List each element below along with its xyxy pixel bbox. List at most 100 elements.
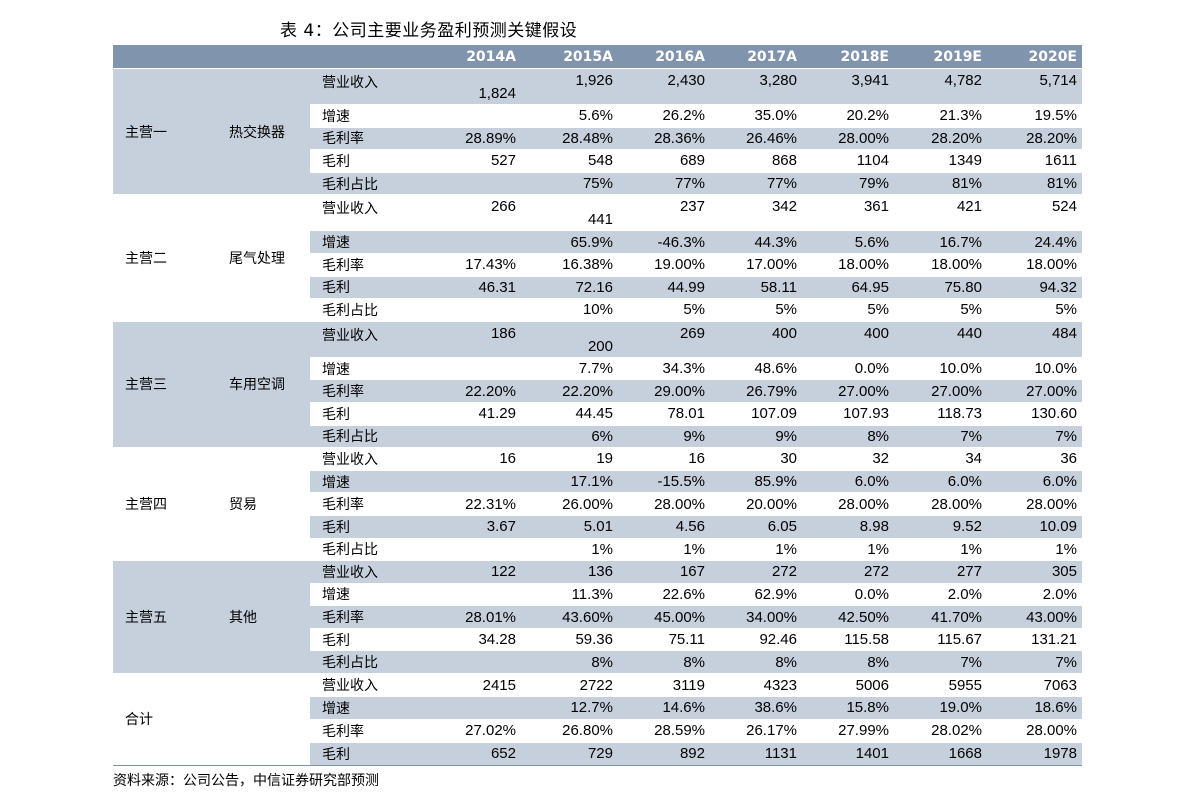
value-cell: 115.67 bbox=[894, 627, 987, 651]
value-cell: 524 bbox=[987, 194, 1082, 231]
value-cell: 266 bbox=[425, 194, 521, 231]
value-cell: 1611 bbox=[987, 149, 1082, 173]
value-cell: 1% bbox=[987, 537, 1082, 561]
value-cell bbox=[425, 650, 521, 674]
value-cell: 5955 bbox=[894, 673, 987, 697]
year-header: 2018E bbox=[802, 44, 894, 69]
value-cell: 1% bbox=[894, 537, 987, 561]
metric-cell: 营业收入 bbox=[310, 194, 425, 231]
value-cell: 20.00% bbox=[710, 492, 802, 516]
metric-cell: 营业收入 bbox=[310, 320, 425, 358]
metric-cell: 毛利率 bbox=[310, 718, 425, 743]
value-cell: 421 bbox=[894, 194, 987, 231]
product-cell: 车用空调 bbox=[218, 320, 310, 448]
value-cell: 28.00% bbox=[894, 492, 987, 516]
metric-cell: 毛利 bbox=[310, 275, 425, 299]
value-cell: 6.0% bbox=[802, 469, 894, 493]
value-cell: 136 bbox=[521, 560, 618, 584]
value-cell: 28.00% bbox=[618, 492, 710, 516]
value-cell: 652 bbox=[425, 741, 521, 766]
value-cell bbox=[425, 230, 521, 254]
metric-cell: 毛利 bbox=[310, 401, 425, 426]
value-cell: 115.58 bbox=[802, 627, 894, 651]
value-cell: 27.00% bbox=[987, 379, 1082, 403]
value-cell: 11.3% bbox=[521, 582, 618, 606]
header-row: 2014A 2015A 2016A 2017A 2018E 2019E 2020E bbox=[113, 44, 1082, 69]
header-blank bbox=[218, 44, 310, 69]
metric-cell: 毛利 bbox=[310, 627, 425, 651]
value-cell: 9% bbox=[710, 424, 802, 448]
value-cell: 77% bbox=[710, 171, 802, 195]
value-cell bbox=[425, 104, 521, 128]
value-cell: 186 bbox=[425, 320, 521, 358]
data-row: 毛利率 27.02% 26.80% 28.59% 26.17% 27.99% 28.02% 2… bbox=[113, 718, 1082, 743]
data-row: 增速 12.7% 14.6% 38.6% 15.8% 19.0% 18.6% bbox=[113, 695, 1082, 720]
value-cell: 34.00% bbox=[710, 605, 802, 629]
value-cell: 18.00% bbox=[894, 252, 987, 277]
year-header: 2016A bbox=[618, 44, 710, 69]
data-row: 毛利 527 548 689 868 1104 1349 1611 bbox=[113, 149, 1082, 173]
value-cell: 200 bbox=[521, 320, 618, 358]
value-cell: 484 bbox=[987, 320, 1082, 358]
value-cell: 1668 bbox=[894, 741, 987, 766]
value-cell: 15.8% bbox=[802, 695, 894, 720]
value-cell: 44.3% bbox=[710, 230, 802, 254]
metric-cell: 毛利 bbox=[310, 741, 425, 766]
value-cell: 272 bbox=[802, 560, 894, 584]
value-cell bbox=[425, 469, 521, 493]
value-cell: 10.0% bbox=[987, 356, 1082, 380]
value-cell bbox=[425, 537, 521, 561]
value-cell: 892 bbox=[618, 741, 710, 766]
data-row: 增速 7.7% 34.3% 48.6% 0.0% 10.0% 10.0% bbox=[113, 356, 1082, 380]
header-blank bbox=[310, 44, 425, 69]
value-cell bbox=[425, 356, 521, 380]
year-header: 2019E bbox=[894, 44, 987, 69]
value-cell: 2.0% bbox=[987, 582, 1082, 606]
segment-cell: 主营四 bbox=[113, 447, 218, 561]
data-row: 增速 5.6% 26.2% 35.0% 20.2% 21.3% 19.5% bbox=[113, 104, 1082, 128]
value-cell: 8% bbox=[802, 650, 894, 674]
value-cell: 868 bbox=[710, 149, 802, 173]
data-row: 增速 11.3% 22.6% 62.9% 0.0% 2.0% 2.0% bbox=[113, 582, 1082, 606]
value-cell: 48.6% bbox=[710, 356, 802, 380]
value-cell: 1% bbox=[802, 537, 894, 561]
value-cell: 62.9% bbox=[710, 582, 802, 606]
source-note: 资料来源：公司公告，中信证券研究部预测 bbox=[113, 773, 379, 789]
value-cell: 94.32 bbox=[987, 275, 1082, 299]
segment-cell: 主营二 bbox=[113, 194, 218, 322]
metric-cell: 增速 bbox=[310, 582, 425, 606]
metric-cell: 毛利 bbox=[310, 149, 425, 173]
value-cell: 7% bbox=[987, 650, 1082, 674]
value-cell: 7% bbox=[894, 424, 987, 448]
value-cell: 1131 bbox=[710, 741, 802, 766]
value-cell: 441 bbox=[521, 194, 618, 231]
value-cell: 10.09 bbox=[987, 514, 1082, 538]
value-cell: 44.99 bbox=[618, 275, 710, 299]
value-cell: 65.9% bbox=[521, 230, 618, 254]
segment-cell: 合计 bbox=[113, 673, 310, 766]
header-blank bbox=[113, 44, 218, 69]
value-cell: 7% bbox=[987, 424, 1082, 448]
metric-cell: 营业收入 bbox=[310, 673, 425, 697]
metric-cell: 毛利占比 bbox=[310, 171, 425, 195]
value-cell: 26.17% bbox=[710, 718, 802, 743]
value-cell: 7063 bbox=[987, 673, 1082, 697]
data-row: 主营三 车用空调 营业收入 186 200 269 400 400 440 484 bbox=[113, 320, 1082, 448]
metric-cell: 毛利占比 bbox=[310, 537, 425, 561]
value-cell: 167 bbox=[618, 560, 710, 584]
value-cell: 0.0% bbox=[802, 356, 894, 380]
value-cell: 38.6% bbox=[710, 695, 802, 720]
value-cell: 58.11 bbox=[710, 275, 802, 299]
value-cell: 92.46 bbox=[710, 627, 802, 651]
value-cell: 81% bbox=[894, 171, 987, 195]
segment-cell: 主营三 bbox=[113, 320, 218, 448]
data-row: 毛利 41.29 44.45 78.01 107.09 107.93 118.73 130.6… bbox=[113, 401, 1082, 426]
data-row: 毛利 3.67 5.01 4.56 6.05 8.98 9.52 10.09 bbox=[113, 514, 1082, 538]
value-cell: 5% bbox=[894, 298, 987, 322]
value-cell: 28.20% bbox=[894, 126, 987, 150]
value-cell: 43.60% bbox=[521, 605, 618, 629]
value-cell: 5006 bbox=[802, 673, 894, 697]
value-cell: 12.7% bbox=[521, 695, 618, 720]
metric-cell: 增速 bbox=[310, 104, 425, 128]
metric-cell: 毛利率 bbox=[310, 605, 425, 629]
